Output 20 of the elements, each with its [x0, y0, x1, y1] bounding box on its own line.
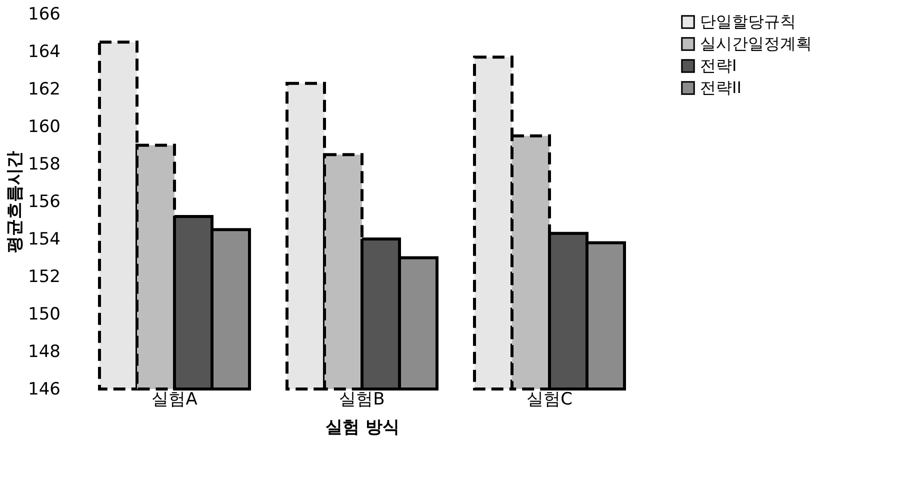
- y-tick-label: 148: [28, 342, 60, 362]
- legend-label: 전략I: [700, 56, 737, 75]
- legend-label: 전략II: [700, 78, 742, 97]
- y-tick-label: 154: [28, 230, 60, 250]
- y-tick-label: 158: [28, 154, 60, 174]
- legend-label: 단일할당규칙: [700, 12, 796, 31]
- y-tick-label: 160: [28, 117, 60, 137]
- y-tick-label: 150: [28, 304, 60, 324]
- y-tick-label: 166: [28, 4, 60, 24]
- y-tick-label: 164: [28, 42, 60, 62]
- y-tick-label: 162: [28, 80, 60, 100]
- x-tick-label: 실험C: [526, 390, 572, 410]
- y-tick-label: 146: [28, 380, 60, 400]
- y-tick-label: 156: [28, 192, 60, 212]
- x-axis-title: 실험 방식: [326, 418, 400, 438]
- y-tick-label: 152: [28, 267, 60, 287]
- x-tick-label: 실험B: [339, 390, 385, 410]
- y-axis-title: 평균흐름시간: [5, 151, 26, 253]
- legend-label: 실시간일정계획: [700, 34, 812, 53]
- x-tick-label: 실험A: [152, 390, 198, 410]
